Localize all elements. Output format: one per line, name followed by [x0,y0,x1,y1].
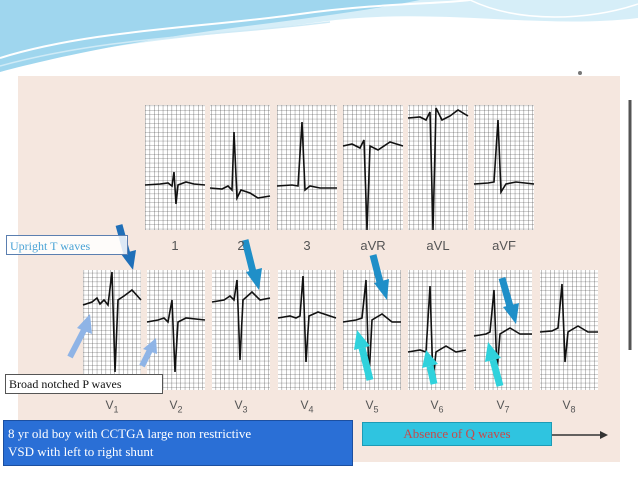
annotation-arrows [67,224,519,387]
header-decoration [0,0,638,72]
arrow-t-wave-v7 [498,277,519,324]
lead-label-v8: V8 [562,398,576,415]
lead-label-1: 1 [171,238,179,253]
lead-label-avr: aVR [360,238,386,253]
lead-label-v7: V7 [496,398,510,415]
ecg-panel-v1 [82,270,142,390]
absence-of-q-waves-label: Absence of Q waves [362,422,552,446]
case-caption: 8 yr old boy with CCTGA large non restri… [3,420,353,466]
ecg-panel-lead-avl [407,105,469,231]
lead-label-v6: V6 [430,398,444,415]
ecg-panel-v4 [277,270,337,390]
lead-label-v2: V2 [169,398,183,415]
upright-t-waves-label: Upright T waves [6,235,128,255]
broad-notched-p-waves-label: Broad notched P waves [5,374,163,394]
ecg-panel-v3 [211,270,271,390]
ecg-panel-lead-1 [144,105,206,230]
lead-label-avl: aVL [426,238,450,253]
lead-label-3: 3 [303,238,311,253]
lead-label-avf: aVF [492,238,516,253]
arrow-t-wave-v3 [241,239,262,290]
ecg-panel-v8 [539,270,598,390]
ecg-panel-v5 [342,270,401,390]
arrow-t-wave-v5 [369,254,389,300]
arrow-p-wave-v2 [139,338,157,368]
lead-label-v1: V1 [105,398,119,415]
ecg-panel-lead-2 [209,105,271,230]
arrow-q-wave-v5 [354,330,374,381]
ecg-panel-lead-avf [473,105,535,230]
arrow-q-wave-v7 [485,342,504,387]
case-caption-line-2: VSD with left to right shunt [8,444,154,459]
lead-label-v3: V3 [234,398,248,415]
case-caption-line-1: 8 yr old boy with CCTGA large non restri… [8,426,252,441]
arrow-p-wave-v1 [67,314,92,359]
ecg-panel-lead-3 [276,105,337,230]
ecg-panel-v6 [407,270,467,390]
baseline-arrowhead [600,431,608,439]
scan-dot [578,71,582,75]
lead-label-v4: V4 [300,398,314,415]
lead-label-v5: V5 [365,398,379,415]
lead-label-2: 2 [237,238,245,253]
arrow-q-wave-v6 [422,350,438,385]
limb-lead-panels [144,105,535,231]
ecg-panel-lead-avr [342,105,404,231]
ecg-panel-v2 [146,270,206,390]
